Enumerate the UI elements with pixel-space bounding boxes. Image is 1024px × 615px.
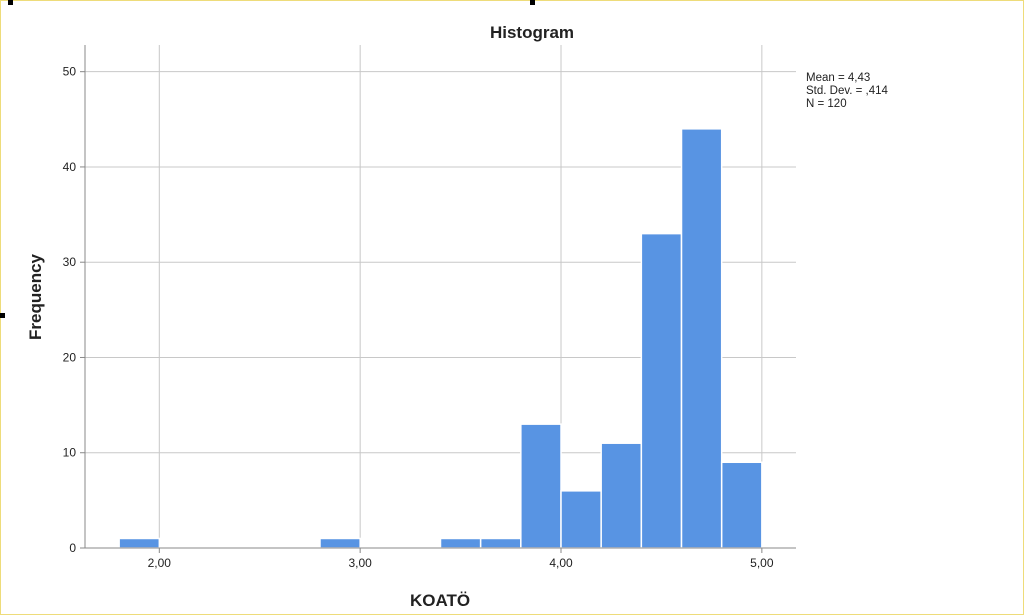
stat-n: N = 120 [806, 98, 847, 110]
chart-title: Histogram [490, 23, 574, 42]
x-tick-label: 4,00 [549, 556, 573, 570]
histogram-bar [600, 442, 643, 549]
stat-std-dev: Std. Dev. = ,414 [806, 85, 889, 97]
bars [118, 128, 763, 549]
resize-handle-top-left[interactable] [8, 0, 13, 5]
y-tick-label: 20 [63, 350, 77, 364]
histogram-bar [319, 537, 361, 549]
x-tick-label: 2,00 [148, 556, 172, 570]
resize-handle-left[interactable] [0, 313, 5, 318]
histogram-bar [680, 128, 723, 549]
histogram-bar [520, 423, 562, 549]
y-axis-label: Frequency [26, 253, 45, 340]
histogram-bar [118, 537, 161, 549]
x-tick-label: 5,00 [750, 556, 774, 570]
histogram-bar [640, 232, 683, 549]
x-tick-label: 3,00 [348, 556, 372, 570]
resize-handle-top[interactable] [530, 0, 535, 5]
axes: 0 10 20 30 40 50 2,00 3,00 4,00 5,00 [63, 45, 796, 570]
y-tick-label: 0 [69, 541, 76, 555]
y-tick-label: 50 [63, 65, 77, 79]
stat-mean: Mean = 4,43 [806, 72, 870, 84]
y-tick-label: 10 [63, 446, 77, 460]
histogram-bar [560, 490, 602, 549]
histogram-bar [720, 461, 763, 549]
x-axis-label: KOATÖ [410, 591, 470, 610]
histogram-bar [479, 537, 522, 549]
y-tick-label: 30 [63, 255, 77, 269]
y-tick-label: 40 [63, 160, 77, 174]
histogram-bar [439, 537, 482, 549]
